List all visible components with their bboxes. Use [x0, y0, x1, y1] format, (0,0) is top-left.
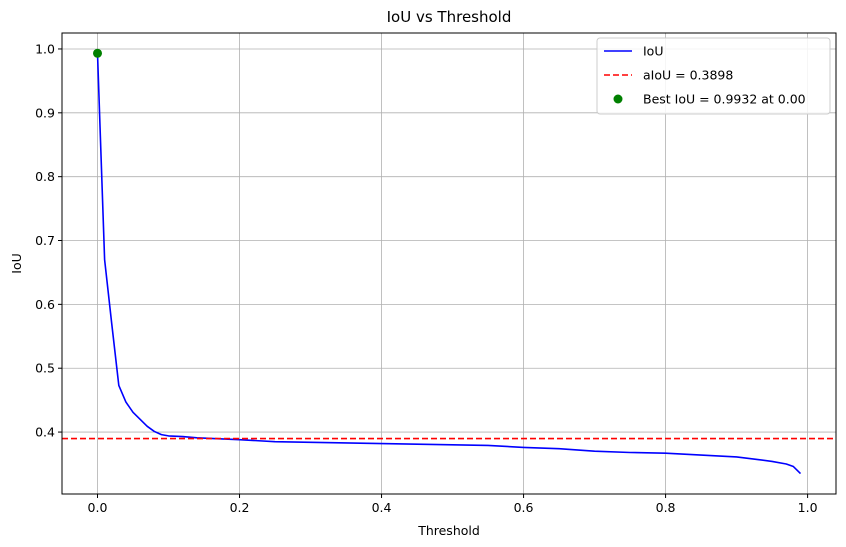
y-tick-label: 0.7	[35, 233, 55, 248]
y-axis-label: IoU	[9, 253, 24, 273]
series-layer	[62, 48, 836, 475]
y-tick-label: 0.4	[35, 425, 55, 440]
legend-entry-label: IoU	[643, 44, 663, 59]
x-tick-label: 0.8	[656, 500, 676, 515]
grid	[62, 33, 836, 494]
legend: IoU aIoU = 0.3898 Best IoU = 0.9932 at 0.0…	[596, 37, 831, 115]
y-axis-ticks: 0.4 0.5 0.6 0.7 0.8 0.9 1.0	[35, 41, 62, 440]
iou-series-line	[96, 53, 802, 475]
legend-entry-label: aIoU = 0.3898	[643, 68, 733, 83]
x-axis-label: Threshold	[417, 523, 480, 538]
legend-handle-best	[613, 94, 623, 104]
best-iou-point	[93, 48, 103, 58]
legend-box	[596, 37, 831, 115]
y-tick-label: 0.8	[35, 169, 55, 184]
plot-area: 0.0 0.2 0.4 0.6 0.8 1.0 0.4 0.5 0.6 0.7 0.8 0.9 1.0	[35, 32, 837, 515]
y-tick-label: 0.9	[35, 105, 55, 120]
y-tick-label: 0.5	[35, 361, 55, 376]
x-axis-ticks: 0.0 0.2 0.4 0.6 0.8 1.0	[88, 494, 818, 515]
x-tick-label: 0.6	[514, 500, 534, 515]
y-tick-label: 1.0	[35, 41, 55, 56]
chart-title: IoU vs Threshold	[387, 8, 512, 26]
x-tick-label: 0.2	[230, 500, 250, 515]
x-tick-label: 1.0	[798, 500, 818, 515]
x-tick-label: 0.4	[372, 500, 392, 515]
x-tick-label: 0.0	[88, 500, 108, 515]
y-tick-label: 0.6	[35, 297, 55, 312]
legend-entry-label: Best IoU = 0.9932 at 0.00	[643, 92, 806, 107]
axes-frame	[61, 32, 837, 495]
